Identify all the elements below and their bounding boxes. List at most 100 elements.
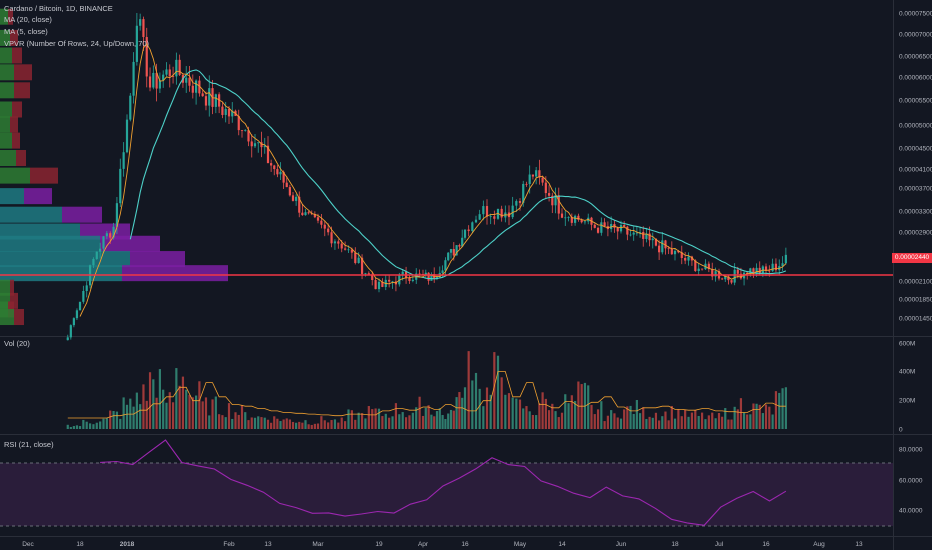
vpvr-down-bar xyxy=(10,29,18,46)
volume-bar xyxy=(504,394,507,429)
candle-body xyxy=(304,212,307,216)
candle-body xyxy=(482,206,485,215)
volume-bar xyxy=(677,409,680,429)
candle-body xyxy=(115,203,119,227)
price-tick-label: 0.00002100 xyxy=(899,279,932,286)
volume-bar xyxy=(247,420,250,429)
candle-body xyxy=(489,216,492,218)
candle-body xyxy=(354,252,357,263)
candle-body xyxy=(301,212,304,216)
candle-body xyxy=(214,94,217,107)
volume-bar xyxy=(105,418,108,429)
volume-bar xyxy=(418,396,421,429)
candle-body xyxy=(758,267,761,274)
legend-vpvr[interactable]: VPVR (Number Of Rows, 24, Up/Down, 70) xyxy=(4,39,150,48)
rsi-axis[interactable]: 80.0000 60.0000 40.0000 xyxy=(899,447,923,515)
vpvr-up-bar xyxy=(0,251,130,268)
candle-body xyxy=(227,108,231,117)
volume-bar xyxy=(590,404,593,429)
candle-body xyxy=(320,220,323,225)
volume-axis[interactable]: 600M 400M 200M 0 xyxy=(899,341,915,434)
vpvr-down-bar xyxy=(30,167,58,184)
time-tick-label: Aug xyxy=(813,541,825,548)
time-axis[interactable]: Dec 18 2018 Feb 13 Mar 19 Apr 16 May 14 Jun 18 Jul 16 A… xyxy=(22,541,863,548)
candle-body xyxy=(168,69,171,77)
candle-body xyxy=(736,269,739,274)
candle-body xyxy=(178,59,181,75)
candle-body xyxy=(231,110,234,117)
candle-body xyxy=(105,233,108,237)
volume-bar xyxy=(165,402,168,429)
vpvr-up-bar xyxy=(0,8,8,25)
candle-body xyxy=(755,267,758,274)
candle-body xyxy=(208,88,211,106)
candle-body xyxy=(616,227,619,232)
candle-body xyxy=(191,85,194,93)
candle-body xyxy=(188,77,191,86)
candle-body xyxy=(515,201,518,206)
vpvr-down-bar xyxy=(24,188,52,205)
vpvr-histogram xyxy=(0,8,228,326)
candle-body xyxy=(752,268,755,274)
volume-bar xyxy=(218,414,221,429)
candle-body xyxy=(670,248,673,255)
candle-body xyxy=(347,249,350,251)
rsi-line xyxy=(100,439,787,526)
volume-bar xyxy=(337,422,340,429)
volume-bar xyxy=(72,426,75,429)
legend-ma20[interactable]: MA (20, close) xyxy=(4,15,52,24)
candle-body xyxy=(340,243,343,249)
candle-body xyxy=(316,217,320,221)
candle-body xyxy=(263,145,266,148)
volume-bar xyxy=(323,420,326,429)
volume-tick-label: 0 xyxy=(899,427,903,434)
vpvr-down-bar xyxy=(10,292,18,309)
volume-bar xyxy=(350,410,353,429)
volume-bar xyxy=(162,389,165,429)
volume-bar xyxy=(733,406,736,429)
volume-bar xyxy=(327,422,330,429)
volume-bar xyxy=(551,403,554,429)
candle-body xyxy=(135,25,138,62)
candle-body xyxy=(784,254,787,264)
vpvr-up-bar xyxy=(0,132,12,149)
price-tick-label: 0.00006500 xyxy=(899,54,932,61)
volume-bar xyxy=(525,406,528,429)
candle-body xyxy=(739,273,743,279)
price-axis[interactable]: 0.00007500 0.00007000 0.00006500 0.00006000… xyxy=(899,11,932,323)
candle-body xyxy=(148,76,152,88)
candle-body xyxy=(125,119,129,153)
volume-bar xyxy=(313,423,316,429)
volume-bar xyxy=(560,412,564,429)
volume-bar xyxy=(344,421,347,429)
volume-bar xyxy=(648,416,651,429)
vpvr-down-bar xyxy=(122,265,228,282)
volume-bar xyxy=(730,419,733,429)
candle-body xyxy=(371,274,374,281)
volume-bar xyxy=(99,421,102,429)
legend-ma5[interactable]: MA (5, close) xyxy=(4,27,48,36)
volume-bar xyxy=(531,414,535,429)
volume-bar xyxy=(538,403,541,429)
volume-bar xyxy=(214,396,217,429)
legend-volume[interactable]: Vol (20) xyxy=(4,339,30,348)
candle-body xyxy=(661,240,664,253)
legend-rsi[interactable]: RSI (21, close) xyxy=(4,440,54,449)
volume-bar xyxy=(467,351,470,429)
time-tick-label: Mar xyxy=(312,541,324,548)
volume-bar xyxy=(276,418,279,429)
volume-bar xyxy=(404,417,408,429)
candle-body xyxy=(768,270,771,272)
candle-body xyxy=(619,224,623,232)
volume-ma-line xyxy=(67,371,786,419)
price-tick-label: 0.00004100 xyxy=(899,167,932,174)
volume-bar xyxy=(102,418,105,429)
candle-body xyxy=(455,245,458,256)
volume-bar xyxy=(664,411,667,429)
vpvr-down-bar xyxy=(100,235,160,252)
candle-body xyxy=(684,258,687,261)
candle-body xyxy=(72,318,75,326)
volume-bar xyxy=(357,412,360,429)
candle-body xyxy=(185,77,188,83)
